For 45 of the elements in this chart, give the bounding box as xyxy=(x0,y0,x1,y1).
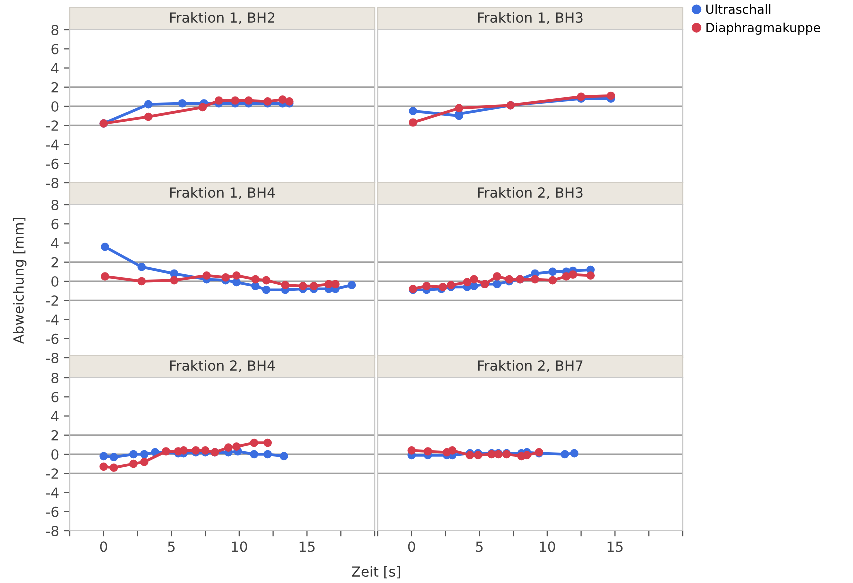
y-tick-label: 8 xyxy=(52,372,59,384)
y-tick-label: -2 xyxy=(46,120,58,131)
y-tick-label: 2 xyxy=(52,82,58,93)
y-tick-label: -2 xyxy=(46,296,58,306)
y-tick-label: 0 xyxy=(52,449,59,460)
y-tick-label: 6 xyxy=(52,44,59,55)
y-tick-label: 8 xyxy=(52,24,59,36)
x-tick-label: 0 xyxy=(100,542,108,552)
y-tick-label: -6 xyxy=(46,506,59,518)
legend-label: Diaphragmakuppe xyxy=(706,22,820,35)
x-tick-label: 0 xyxy=(408,542,416,552)
y-tick-label: -8 xyxy=(46,526,59,536)
y-tick-label: 0 xyxy=(52,101,59,112)
x-tick-label: 15 xyxy=(608,542,623,552)
y-tick-label: 4 xyxy=(51,63,59,74)
y-tick-label: -4 xyxy=(46,314,59,326)
y-axis-title: Abweichung [mm] xyxy=(13,218,27,344)
y-tick-label: 2 xyxy=(52,257,58,268)
x-tick-label: 10 xyxy=(232,542,248,552)
chart-title: Fraktion 1, BH2 xyxy=(170,12,274,24)
x-tick-label: 15 xyxy=(300,542,315,552)
y-tick-label: -8 xyxy=(46,178,59,188)
legend-label: Ultraschall xyxy=(706,4,771,14)
chart-title: Fraktion 1, BH3 xyxy=(478,12,583,24)
y-tick-label: -6 xyxy=(46,334,59,344)
x-axis-title: Zeit [s] xyxy=(352,566,400,579)
x-tick-label: 10 xyxy=(540,542,556,552)
y-tick-label: 4 xyxy=(51,238,59,249)
y-tick-label: -6 xyxy=(46,158,59,170)
y-tick-label: 6 xyxy=(52,392,59,403)
chart-title: Fraktion 2, BH7 xyxy=(478,360,583,372)
y-tick-label: -4 xyxy=(46,140,59,150)
y-tick-label: 0 xyxy=(52,276,59,287)
y-tick-label: 6 xyxy=(52,219,59,230)
y-tick-label: -2 xyxy=(46,468,58,479)
x-tick-label: 5 xyxy=(168,542,175,552)
y-tick-label: 4 xyxy=(51,411,59,422)
chart-title: Fraktion 1, BH4 xyxy=(170,187,276,200)
chart-title: Fraktion 2, BH4 xyxy=(170,360,276,372)
chart-title: Fraktion 2, BH3 xyxy=(478,187,583,200)
y-tick-label: 2 xyxy=(52,430,58,441)
y-tick-label: 8 xyxy=(52,200,59,210)
y-tick-label: -4 xyxy=(46,488,59,498)
x-tick-label: 5 xyxy=(476,542,483,552)
y-tick-label: -8 xyxy=(46,352,59,364)
